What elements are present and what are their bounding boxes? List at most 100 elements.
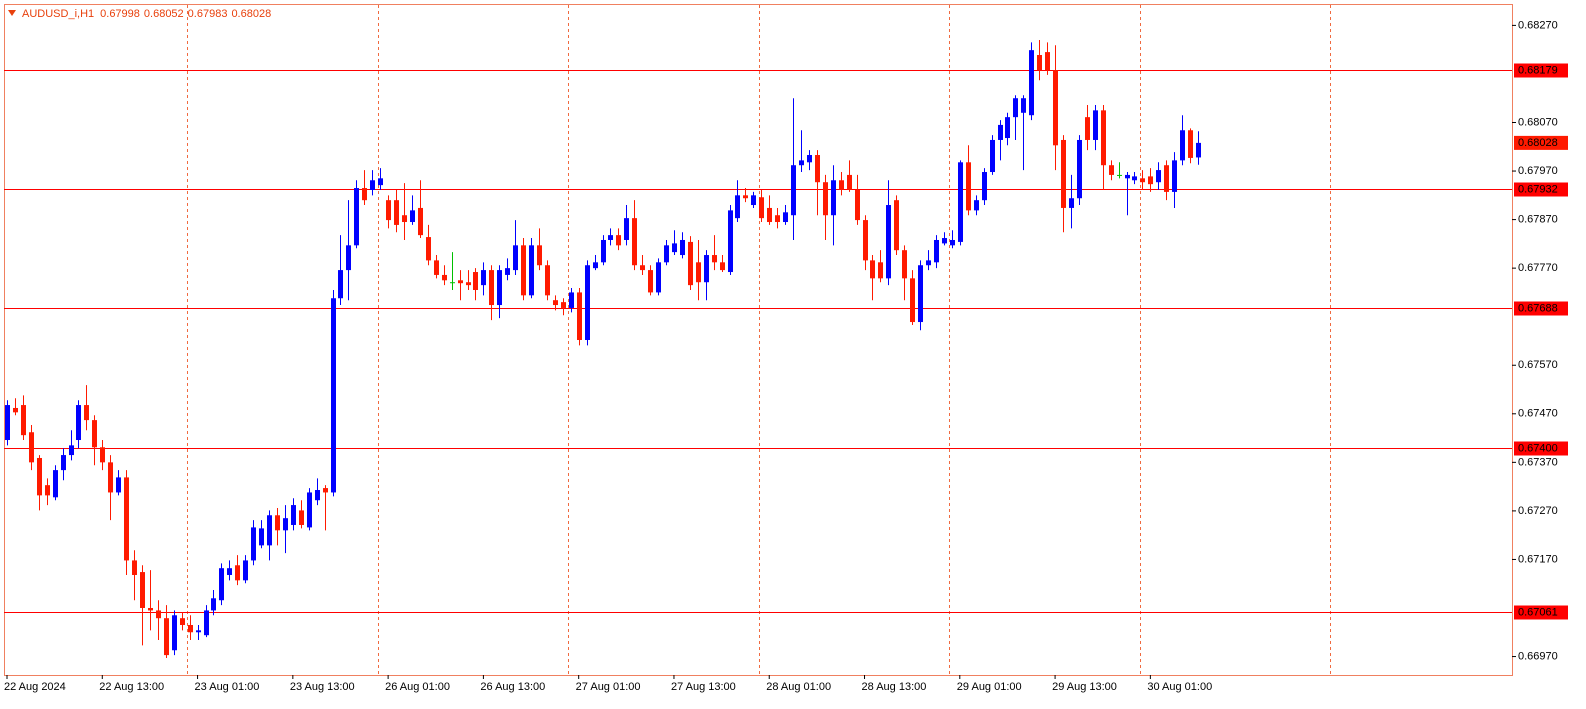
candle-body [426, 237, 431, 261]
candle-body [767, 207, 772, 223]
candle-body [1013, 98, 1018, 118]
x-tick-label: 22 Aug 2024 [4, 681, 66, 693]
candle-body [998, 124, 1003, 140]
x-tick-label: 27 Aug 01:00 [576, 681, 641, 693]
candle-body [640, 265, 645, 271]
candle-body [362, 188, 367, 201]
candle-body [608, 235, 613, 240]
candle-body [164, 618, 169, 656]
x-tick-label: 28 Aug 13:00 [862, 681, 927, 693]
candle-body [243, 560, 248, 581]
axes: 0.68270 0.68070 0.67970 0.67870 0.67770 0.675… [4, 19, 1568, 693]
candle-body [537, 245, 542, 266]
candle-body [942, 238, 947, 244]
candle-body [593, 262, 598, 269]
candle-body [1053, 70, 1058, 146]
candle-body [807, 155, 812, 163]
candle-body [108, 462, 113, 493]
candle-body [1101, 110, 1106, 166]
candle-body [1045, 52, 1050, 71]
candle-body [1148, 176, 1153, 185]
candle-body [664, 245, 669, 263]
candle-body [1005, 117, 1010, 139]
candle-body [672, 243, 677, 253]
candle-body [140, 572, 145, 608]
candle-body [1188, 130, 1193, 158]
candles [5, 39, 1201, 659]
candle-body [656, 262, 661, 293]
candle-body [346, 245, 351, 271]
price-label: 0.68028 [1518, 137, 1558, 149]
levels [4, 70, 1512, 613]
candle-body [839, 180, 844, 190]
candle-body [855, 189, 860, 221]
candle-body [76, 405, 81, 441]
candle-body [219, 568, 224, 601]
candle-body [466, 282, 471, 286]
candle-body [315, 490, 320, 501]
candle-body [331, 298, 336, 493]
candle-body [442, 274, 447, 281]
candle-body [569, 292, 574, 308]
y-tick-label: 0.67270 [1518, 505, 1558, 517]
candle-body [601, 239, 606, 263]
candle-body [743, 195, 748, 199]
candle-body [751, 195, 756, 206]
candle-body [894, 200, 899, 251]
candle-body [783, 212, 788, 223]
candle-body [1061, 139, 1066, 208]
candle-body [521, 245, 526, 296]
candle-body [402, 215, 407, 223]
x-tick-label: 26 Aug 01:00 [385, 681, 450, 693]
candle-body [799, 160, 804, 166]
candle-body [1109, 165, 1114, 175]
y-tick-label: 0.67970 [1518, 165, 1558, 177]
candle-body [84, 405, 89, 421]
candle-body [1140, 178, 1145, 183]
candle-body [982, 172, 987, 201]
candle-body [553, 300, 558, 306]
level-label: 0.67400 [1518, 442, 1558, 454]
candle-body [489, 270, 494, 306]
candle-body [458, 280, 463, 284]
candle-body [910, 278, 915, 323]
candle-body [5, 405, 10, 441]
candle-body [680, 239, 685, 256]
candle-body [378, 178, 383, 186]
candle-body [267, 515, 272, 546]
candle-body [720, 262, 725, 271]
candle-body [624, 218, 629, 240]
candle-body [688, 241, 693, 286]
candle-body [275, 515, 280, 531]
candle-body [450, 282, 455, 284]
level-label: 0.68179 [1518, 64, 1558, 76]
candle-body [704, 255, 709, 283]
candle-body [990, 139, 995, 173]
header: AUDUSD_i,H1 0.67998 0.68052 0.67983 0.68028 [22, 8, 271, 20]
candle-body [1180, 130, 1185, 161]
level-label-box [1514, 63, 1568, 78]
candle-body [323, 488, 328, 493]
candle-body [632, 218, 637, 266]
candle-body [1172, 160, 1177, 192]
candle-body [497, 270, 502, 306]
candle-body [370, 180, 375, 190]
candle-body [870, 260, 875, 279]
level-label-box [1514, 605, 1568, 620]
x-tick-label: 27 Aug 13:00 [671, 681, 736, 693]
candle-body [473, 272, 478, 290]
x-tick-label: 29 Aug 01:00 [957, 681, 1022, 693]
y-tick-label: 0.67770 [1518, 262, 1558, 274]
y-tick-label: 0.68070 [1518, 116, 1558, 128]
candle-body [505, 268, 510, 275]
candle-body [712, 255, 717, 263]
y-tick-label: 0.67470 [1518, 408, 1558, 420]
candle-body [918, 265, 923, 323]
candle-body [831, 180, 836, 216]
level-label: 0.67932 [1518, 183, 1558, 195]
candle-body [561, 302, 566, 308]
candle-body [902, 250, 907, 279]
candle-body [1132, 176, 1137, 181]
candle-body [434, 260, 439, 275]
candle-body [386, 200, 391, 221]
